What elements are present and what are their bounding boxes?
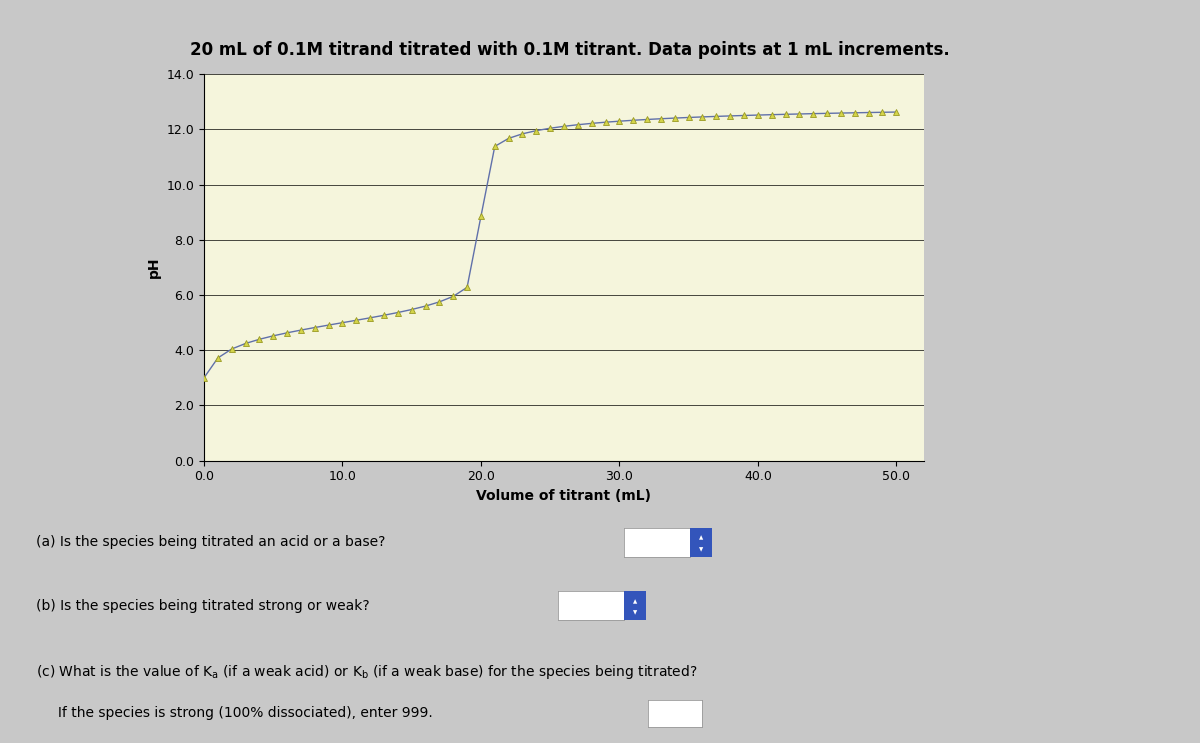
Text: 20 mL of 0.1M titrand titrated with 0.1M titrant. Data points at 1 mL increments: 20 mL of 0.1M titrand titrated with 0.1M… — [190, 41, 950, 59]
Text: (a) Is the species being titrated an acid or a base?: (a) Is the species being titrated an aci… — [36, 536, 385, 549]
Text: If the species is strong (100% dissociated), enter 999.: If the species is strong (100% dissociat… — [36, 707, 433, 720]
Text: (b) Is the species being titrated strong or weak?: (b) Is the species being titrated strong… — [36, 599, 370, 612]
Text: ▼: ▼ — [632, 610, 637, 615]
Text: ▼: ▼ — [698, 547, 703, 552]
Text: (c) What is the value of K$_\mathrm{a}$ (if a weak acid) or K$_\mathrm{b}$ (if a: (c) What is the value of K$_\mathrm{a}$ … — [36, 663, 697, 681]
Y-axis label: pH: pH — [146, 257, 161, 278]
Text: ▲: ▲ — [632, 599, 637, 604]
Text: ▲: ▲ — [698, 536, 703, 541]
X-axis label: Volume of titrant (mL): Volume of titrant (mL) — [476, 489, 652, 503]
